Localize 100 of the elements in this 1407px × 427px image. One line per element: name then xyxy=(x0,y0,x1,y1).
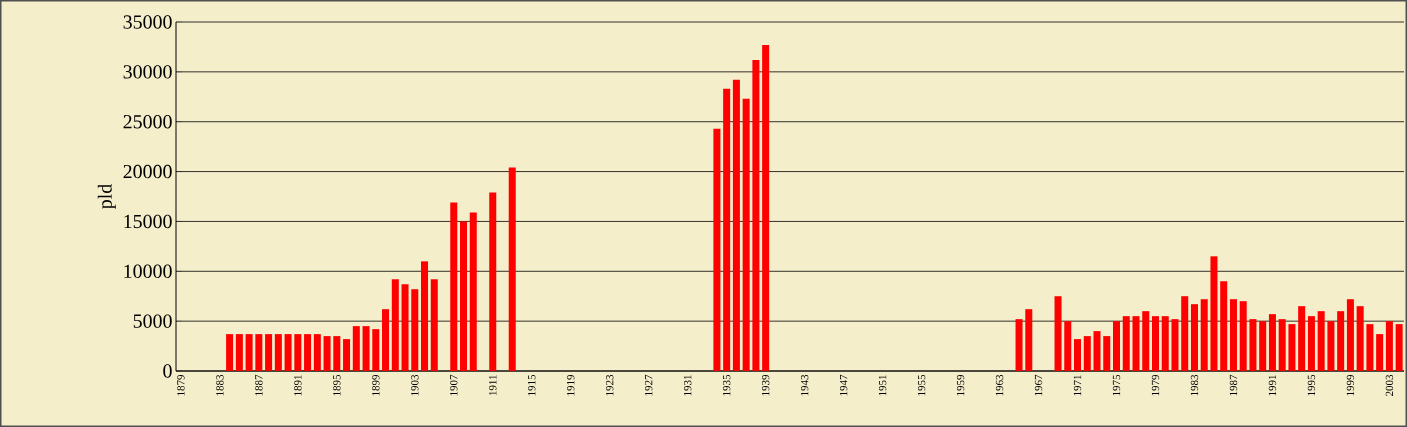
bar xyxy=(1278,319,1286,371)
y-tick-label: 5000 xyxy=(133,314,172,328)
bar xyxy=(1385,321,1393,371)
bar xyxy=(508,167,516,371)
bar xyxy=(1190,304,1198,371)
bar xyxy=(1210,256,1218,371)
bar xyxy=(1366,324,1374,371)
x-tick-label: 1951 xyxy=(878,375,887,396)
bar xyxy=(382,309,390,371)
x-tick-label: 1975 xyxy=(1112,374,1121,396)
x-tick-label: 1907 xyxy=(450,374,458,396)
bar xyxy=(1142,311,1150,371)
y-tick-label: 25000 xyxy=(123,114,172,129)
y-tick-label: 0 xyxy=(163,364,172,378)
bar xyxy=(1288,324,1296,371)
x-tick-label: 1903 xyxy=(411,374,419,396)
bar xyxy=(1307,316,1315,371)
bar xyxy=(1103,336,1111,371)
x-tick-label: 1919 xyxy=(567,374,575,396)
bar xyxy=(1395,324,1403,371)
bar xyxy=(1171,319,1179,371)
bar xyxy=(1151,316,1159,371)
bar xyxy=(421,261,429,371)
bar xyxy=(1376,334,1384,371)
bar xyxy=(1122,316,1130,371)
x-tick-label: 1887 xyxy=(255,374,263,396)
y-tick-label: 20000 xyxy=(123,164,172,179)
bar xyxy=(1181,296,1189,371)
bar xyxy=(1337,311,1345,371)
x-tick-label: 1935 xyxy=(722,374,731,396)
x-tick-label: 1979 xyxy=(1151,374,1160,396)
x-tick-label: 1999 xyxy=(1346,374,1355,396)
x-tick-label: 1923 xyxy=(606,374,614,396)
x-tick-label: 1991 xyxy=(1268,375,1277,396)
x-tick-label: 1971 xyxy=(1073,375,1082,396)
bar xyxy=(1239,301,1247,371)
bar xyxy=(362,326,370,371)
bar xyxy=(742,98,750,371)
x-tick-label: 1879 xyxy=(177,374,185,396)
bar xyxy=(235,334,243,371)
y-axis-title: pld xyxy=(97,184,116,209)
bar xyxy=(460,221,468,371)
x-tick-label: 1915 xyxy=(528,374,536,396)
bar xyxy=(1054,296,1062,371)
bar xyxy=(245,334,253,371)
x-tick-label: 1911 xyxy=(489,375,497,396)
x-tick-label: 1883 xyxy=(216,374,224,396)
bar xyxy=(469,212,477,371)
bar xyxy=(713,128,721,371)
y-tick-label: 10000 xyxy=(124,264,172,278)
bar xyxy=(1259,321,1267,371)
x-tick-label: 1927 xyxy=(645,374,653,396)
bar xyxy=(1132,316,1140,371)
bar xyxy=(1317,311,1325,371)
bar xyxy=(226,334,234,371)
x-tick-label: 2003 xyxy=(1385,374,1394,396)
bar xyxy=(430,279,438,371)
bar xyxy=(1113,321,1121,371)
bar xyxy=(1268,314,1276,371)
x-tick-label: 1959 xyxy=(956,374,965,396)
bar xyxy=(723,88,731,371)
bar xyxy=(255,334,263,371)
y-tick-label: 15000 xyxy=(124,214,172,229)
bar xyxy=(1356,306,1364,371)
y-tick-label: 30000 xyxy=(123,65,172,79)
bar xyxy=(372,329,380,371)
bar xyxy=(1015,319,1023,371)
bar xyxy=(1346,299,1354,371)
bar xyxy=(762,44,770,371)
x-tick-label: 1895 xyxy=(333,374,341,396)
bar xyxy=(265,334,273,371)
bar xyxy=(333,336,341,371)
x-tick-label: 1891 xyxy=(294,375,302,396)
bar xyxy=(1025,309,1033,371)
bar xyxy=(450,202,458,371)
bar xyxy=(343,339,351,371)
bar xyxy=(1249,319,1257,371)
bar xyxy=(1200,299,1208,371)
bar xyxy=(489,192,497,371)
bar xyxy=(1074,339,1082,371)
x-tick-label: 1967 xyxy=(1034,374,1043,396)
bar xyxy=(401,284,409,371)
bar xyxy=(752,59,760,371)
bar xyxy=(294,334,302,371)
y-tick-label: 35000 xyxy=(123,15,172,29)
x-tick-label: 1939 xyxy=(761,374,770,396)
x-tick-label: 1943 xyxy=(800,374,809,396)
bar xyxy=(1093,331,1101,371)
bar xyxy=(304,334,312,371)
x-tick-label: 1995 xyxy=(1307,374,1316,396)
x-tick-label: 1947 xyxy=(839,374,848,396)
bar xyxy=(1298,306,1306,371)
x-tick-label: 1931 xyxy=(684,375,692,396)
bar xyxy=(1220,281,1228,371)
bar xyxy=(411,289,419,371)
bar xyxy=(274,334,282,371)
bar xyxy=(391,279,399,371)
bar xyxy=(313,334,321,371)
bar xyxy=(732,79,740,371)
x-tick-label: 1955 xyxy=(917,374,926,396)
